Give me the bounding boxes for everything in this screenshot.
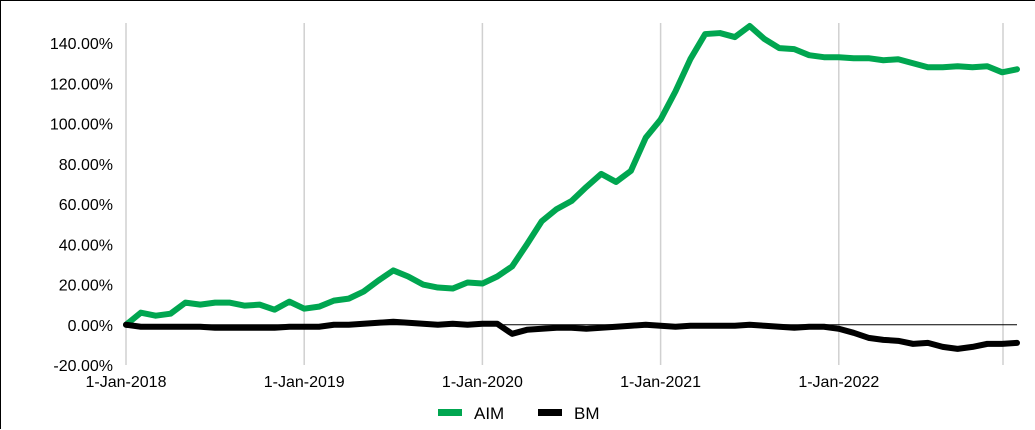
y-tick-label: 20.00% — [59, 278, 113, 295]
y-tick-label: 0.00% — [68, 318, 113, 335]
legend-label-aim: AIM — [474, 404, 504, 423]
y-tick-label: 120.00% — [50, 76, 113, 93]
y-tick-label: 60.00% — [59, 197, 113, 214]
x-tick-label: 1-Jan-2020 — [442, 374, 523, 391]
series-line-bm — [123, 318, 1020, 352]
x-tick-label: 1-Jan-2018 — [86, 374, 167, 391]
y-tick-label: 80.00% — [59, 157, 113, 174]
x-tick-label: 1-Jan-2019 — [264, 374, 345, 391]
series-line-aim — [123, 23, 1020, 328]
y-tick-label: 40.00% — [59, 237, 113, 254]
x-tick-label: 1-Jan-2022 — [798, 374, 879, 391]
y-tick-label: 100.00% — [50, 117, 113, 134]
y-tick-label: -20.00% — [53, 358, 113, 375]
legend-swatch-aim — [438, 409, 462, 416]
x-tick-label: 1-Jan-2021 — [620, 374, 701, 391]
y-tick-label: 140.00% — [50, 36, 113, 53]
legend-swatch-bm — [538, 409, 562, 416]
legend-label-bm: BM — [574, 404, 600, 423]
